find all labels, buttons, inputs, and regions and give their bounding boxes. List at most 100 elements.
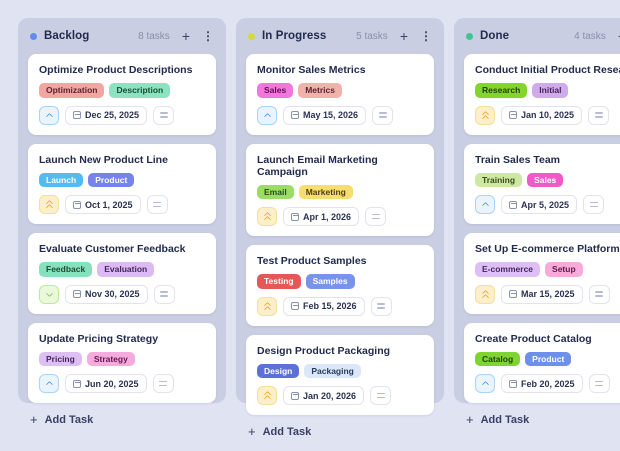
- due-date-text: Apr 1, 2026: [303, 211, 352, 222]
- task-card[interactable]: Monitor Sales Metrics Sales Metrics May 1…: [246, 54, 434, 135]
- tag-packaging: Packaging: [304, 363, 361, 378]
- task-card[interactable]: Train Sales Team Training Sales Apr 5, 20…: [464, 143, 620, 224]
- notes-icon[interactable]: [588, 105, 610, 125]
- tag-feedback: Feedback: [39, 262, 93, 277]
- notes-icon[interactable]: [152, 374, 174, 393]
- due-date-text: Jun 20, 2025: [85, 378, 139, 389]
- due-date-chip[interactable]: Jun 20, 2025: [65, 374, 147, 393]
- task-card[interactable]: Launch Email Marketing Campaign Email Mar…: [246, 143, 434, 236]
- tag-design: Design: [257, 363, 300, 378]
- add-task-icon[interactable]: +: [399, 28, 408, 44]
- task-title: Set Up E-commerce Platform: [475, 243, 620, 255]
- add-task-button[interactable]: + Add Task: [28, 403, 216, 428]
- task-card[interactable]: Conduct Initial Product Research Researc…: [464, 54, 620, 135]
- due-date-chip[interactable]: May 15, 2026: [283, 105, 367, 125]
- calendar-icon: [291, 212, 299, 221]
- card-meta-row: May 15, 2026: [257, 105, 423, 125]
- priority-high-icon[interactable]: [257, 207, 277, 226]
- notes-icon[interactable]: [146, 195, 168, 214]
- tag-marketing: Marketing: [298, 184, 353, 199]
- add-task-label: Add Task: [44, 413, 94, 426]
- due-date-chip[interactable]: Feb 15, 2026: [283, 296, 365, 316]
- column-header: Backlog 8 tasks + ⋮: [28, 18, 216, 54]
- due-date-text: Oct 1, 2025: [85, 199, 133, 210]
- tag-training: Training: [475, 172, 523, 187]
- task-card[interactable]: Optimize Product Descriptions Optimizati…: [28, 54, 216, 135]
- calendar-icon: [291, 111, 299, 119]
- task-count: 8 tasks: [138, 30, 170, 42]
- tag-product: Product: [88, 172, 135, 187]
- task-card[interactable]: Update Pricing Strategy Pricing Strategy …: [28, 322, 216, 403]
- calendar-icon: [509, 111, 517, 119]
- tag-list: Design Packaging: [257, 363, 423, 378]
- task-card[interactable]: Evaluate Customer Feedback Feedback Evalu…: [28, 233, 216, 314]
- calendar-icon: [291, 302, 299, 310]
- tag-testing: Testing: [257, 274, 301, 289]
- task-title: Launch New Product Line: [39, 153, 168, 166]
- notes-icon[interactable]: [372, 105, 394, 125]
- priority-medium-icon[interactable]: [257, 105, 277, 125]
- priority-low-icon[interactable]: [39, 284, 59, 304]
- add-task-icon[interactable]: +: [618, 29, 620, 43]
- card-meta-row: Feb 15, 2026: [257, 296, 423, 316]
- calendar-icon: [509, 290, 517, 298]
- priority-medium-icon[interactable]: [475, 374, 495, 393]
- notes-icon[interactable]: [153, 284, 175, 304]
- add-task-label: Add Task: [480, 413, 530, 426]
- task-card[interactable]: Create Product Catalog Catalog Product Fe…: [464, 322, 620, 403]
- due-date-text: Apr 5, 2025: [521, 199, 570, 210]
- tag-list: Testing Samples: [257, 274, 423, 289]
- priority-medium-icon[interactable]: [39, 374, 59, 393]
- notes-icon[interactable]: [588, 374, 610, 393]
- card-list: Conduct Initial Product Research Researc…: [464, 54, 620, 403]
- priority-high-icon[interactable]: [475, 105, 495, 125]
- priority-high-icon[interactable]: [257, 386, 277, 405]
- notes-icon[interactable]: [153, 105, 175, 125]
- due-date-chip[interactable]: Jan 20, 2026: [283, 386, 365, 405]
- column-title: Backlog: [44, 30, 90, 42]
- tag-optimization: Optimization: [39, 83, 105, 98]
- priority-high-icon[interactable]: [39, 195, 59, 214]
- due-date-chip[interactable]: Apr 1, 2026: [283, 207, 360, 226]
- tag-email: Email: [257, 184, 294, 199]
- priority-high-icon[interactable]: [475, 284, 495, 304]
- add-task-button[interactable]: + Add Task: [246, 415, 434, 440]
- column-menu-icon[interactable]: ⋮: [420, 29, 432, 43]
- tag-list: Pricing Strategy: [39, 351, 205, 366]
- notes-icon[interactable]: [365, 207, 387, 226]
- task-count: 5 tasks: [356, 30, 388, 42]
- notes-icon[interactable]: [583, 195, 605, 214]
- add-task-icon[interactable]: +: [181, 28, 190, 44]
- due-date-chip[interactable]: Jan 10, 2025: [501, 105, 583, 125]
- priority-medium-icon[interactable]: [475, 195, 495, 214]
- plus-icon: +: [248, 424, 256, 439]
- notes-icon[interactable]: [370, 386, 392, 405]
- card-meta-row: Apr 1, 2026: [257, 207, 423, 226]
- due-date-chip[interactable]: Nov 30, 2025: [65, 284, 148, 304]
- due-date-chip[interactable]: Feb 20, 2025: [501, 374, 583, 393]
- tag-sales: Sales: [527, 172, 564, 187]
- task-title: Test Product Samples: [257, 255, 367, 267]
- card-meta-row: Feb 20, 2025: [475, 374, 620, 393]
- task-card[interactable]: Test Product Samples Testing Samples Feb …: [246, 245, 434, 326]
- due-date-chip[interactable]: Apr 5, 2025: [501, 195, 578, 214]
- task-card[interactable]: Launch New Product Line Launch Product Oc…: [28, 143, 216, 224]
- column-menu-icon[interactable]: ⋮: [202, 29, 214, 43]
- notes-icon[interactable]: [370, 296, 392, 316]
- tag-list: E-commerce Setup: [475, 262, 620, 277]
- card-meta-row: Apr 5, 2025: [475, 195, 620, 214]
- priority-medium-icon[interactable]: [39, 105, 59, 125]
- column-done: Done 4 tasks + ⋮ Conduct Initial Product…: [454, 18, 620, 426]
- card-meta-row: Dec 25, 2025: [39, 105, 205, 125]
- task-card[interactable]: Set Up E-commerce Platform E-commerce Set…: [464, 233, 620, 314]
- add-task-button[interactable]: + Add Task: [464, 403, 620, 428]
- column-status-dot: [466, 32, 473, 40]
- task-card[interactable]: Design Product Packaging Design Packaging…: [246, 334, 434, 415]
- priority-high-icon[interactable]: [257, 296, 277, 316]
- due-date-chip[interactable]: Dec 25, 2025: [65, 105, 148, 125]
- card-meta-row: Jan 20, 2026: [257, 386, 423, 405]
- tag-list: Sales Metrics: [257, 83, 423, 98]
- due-date-chip[interactable]: Oct 1, 2025: [65, 195, 141, 214]
- due-date-chip[interactable]: Mar 15, 2025: [501, 284, 583, 304]
- notes-icon[interactable]: [588, 284, 610, 304]
